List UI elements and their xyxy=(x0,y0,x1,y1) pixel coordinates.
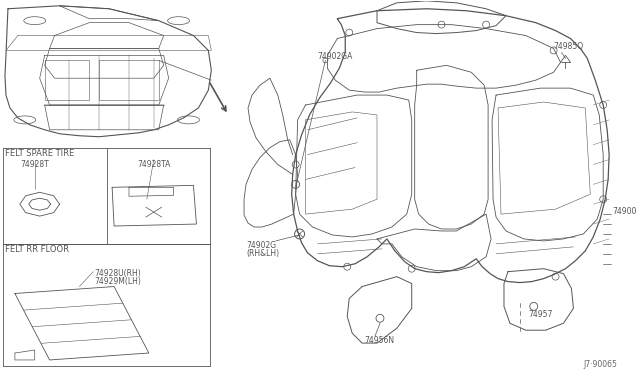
Text: 74928U(RH): 74928U(RH) xyxy=(94,269,141,278)
Text: FELT SPARE TIRE: FELT SPARE TIRE xyxy=(5,149,74,158)
Text: (RH&LH): (RH&LH) xyxy=(246,249,279,258)
Text: 74957: 74957 xyxy=(529,310,553,319)
Text: 74928T: 74928T xyxy=(20,160,49,169)
Text: 74902G: 74902G xyxy=(246,241,276,250)
Text: 74985Q: 74985Q xyxy=(554,42,584,51)
Text: FELT RR FLOOR: FELT RR FLOOR xyxy=(5,245,69,254)
Text: J7·90065: J7·90065 xyxy=(583,360,617,369)
Text: 74900: 74900 xyxy=(612,207,637,216)
Text: 74956N: 74956N xyxy=(364,336,394,345)
Text: 74928TA: 74928TA xyxy=(137,160,170,169)
Text: 74902GA: 74902GA xyxy=(317,52,353,61)
Text: 74929M(LH): 74929M(LH) xyxy=(94,277,141,286)
